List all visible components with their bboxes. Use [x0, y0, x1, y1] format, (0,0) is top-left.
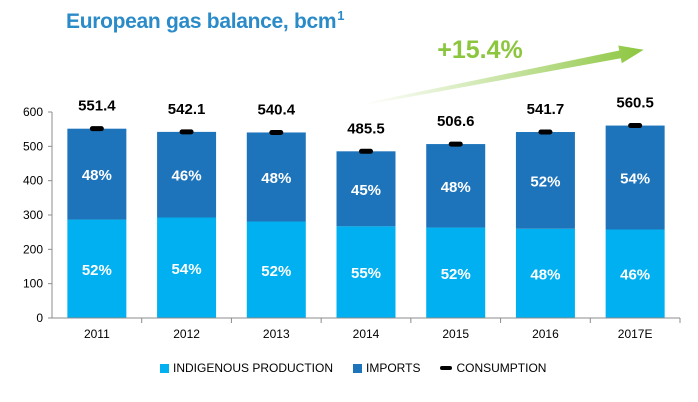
consumption-marker [269, 129, 284, 135]
bar-imports [605, 125, 665, 230]
consumption-marker [359, 148, 373, 154]
data-labels: 52% 48% 551.4 54% 46% 542.1 52% 48% 540.4 55% 45% 4… [78, 95, 654, 284]
bar-imports [515, 132, 575, 229]
title-superscript: 1 [337, 8, 345, 23]
consumption-marker [448, 141, 463, 147]
legend-label-consumption: CONSUMPTION [456, 361, 547, 375]
data-label-imports: 46% [172, 168, 202, 185]
x-tick-label: 2016 [532, 327, 559, 341]
bar-indigenous-production [157, 217, 217, 318]
chart-title: European gas balance, bcm1 [66, 8, 345, 34]
x-tick-label: 2012 [173, 327, 200, 341]
title-text: European gas balance, bcm [66, 10, 337, 33]
data-label-indigenous: 52% [261, 263, 291, 280]
data-label-indigenous: 54% [172, 261, 202, 278]
data-label-imports: 45% [351, 182, 381, 199]
bar-imports [426, 144, 486, 228]
bar-imports [246, 132, 306, 222]
growth-arrow-shape [364, 45, 644, 105]
data-label-imports: 48% [441, 179, 471, 196]
legend-label-imports: IMPORTS [366, 361, 421, 375]
legend-swatch-indigenous [160, 363, 169, 373]
bar-indigenous-production [336, 226, 396, 318]
y-axis: 0 100 200 300 400 500 600 [23, 105, 53, 325]
data-label-consumption: 541.7 [527, 101, 565, 118]
x-tick-label: 2013 [263, 327, 290, 341]
legend-label-indigenous: INDIGENOUS PRODUCTION [173, 361, 334, 375]
consumption-marker [538, 129, 553, 135]
data-label-consumption: 542.1 [168, 101, 206, 118]
bar-indigenous-production [67, 219, 127, 318]
data-label-imports: 54% [620, 171, 650, 188]
bar-imports [336, 151, 396, 227]
bar-indigenous-production [246, 221, 306, 318]
x-tick-label: 2011 [84, 327, 110, 341]
data-label-indigenous: 52% [82, 262, 112, 279]
legend-marker-consumption [440, 366, 453, 370]
bar-indigenous-production [515, 228, 575, 318]
data-label-consumption: 485.5 [347, 120, 385, 137]
x-tick-label: 2015 [442, 327, 469, 341]
legend-item-consumption: CONSUMPTION [440, 361, 546, 375]
legend-item-indigenous: INDIGENOUS PRODUCTION [160, 361, 333, 375]
consumption-marker [89, 126, 104, 132]
bar-imports [157, 131, 217, 218]
y-tick-label: 400 [23, 174, 43, 188]
bar-imports [67, 128, 127, 220]
bars [67, 123, 665, 318]
y-tick-label: 100 [23, 277, 43, 291]
y-tick-label: 0 [36, 311, 43, 325]
data-label-consumption: 506.6 [437, 113, 475, 130]
consumption-marker [179, 129, 194, 135]
x-tick-label: 2014 [353, 327, 380, 341]
growth-annotation: +15.4% [437, 36, 523, 64]
data-label-consumption: 560.5 [616, 95, 654, 112]
bar-indigenous-production [426, 227, 486, 318]
consumption-marker [628, 123, 643, 129]
data-label-indigenous: 55% [351, 265, 381, 282]
growth-arrow [364, 45, 644, 105]
bar-indigenous-production [605, 229, 665, 318]
data-label-indigenous: 52% [441, 266, 471, 283]
y-tick-label: 300 [23, 208, 43, 222]
data-label-indigenous: 46% [620, 267, 650, 284]
y-tick-label: 600 [23, 105, 43, 119]
legend-item-imports: IMPORTS [353, 361, 420, 375]
data-label-indigenous: 48% [530, 266, 560, 283]
data-label-imports: 48% [261, 170, 291, 187]
y-tick-label: 500 [23, 139, 43, 153]
x-axis: 2011 2012 2013 2014 2015 2016 2017E [52, 317, 681, 341]
x-tick-label: 2017E [618, 327, 653, 341]
y-tick-label: 200 [23, 242, 43, 256]
data-label-consumption: 551.4 [78, 98, 116, 115]
data-label-imports: 52% [530, 173, 560, 190]
data-label-imports: 48% [82, 167, 112, 184]
legend-swatch-imports [353, 363, 363, 373]
legend: INDIGENOUS PRODUCTION IMPORTS CONSUMPTIO… [160, 360, 566, 376]
data-label-consumption: 540.4 [258, 101, 296, 118]
